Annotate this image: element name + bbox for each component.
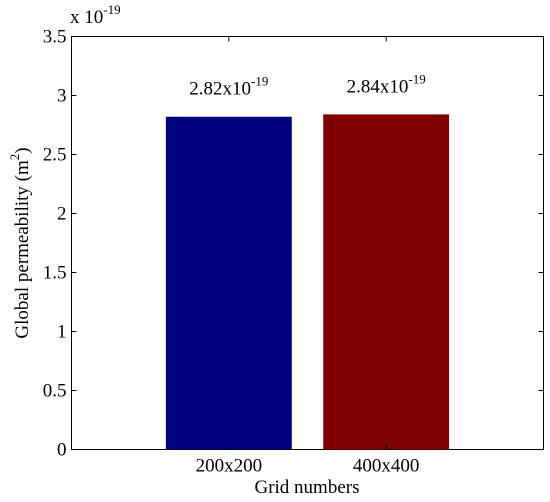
y-scale-factor: x 10-19 — [70, 2, 121, 28]
y-axis-label-close: ) — [12, 147, 33, 153]
data-label-exponent: -19 — [408, 71, 425, 86]
y-scale-exponent: -19 — [103, 2, 120, 17]
y-tick-label: 3.5 — [43, 27, 67, 48]
y-tick-label: 1.5 — [43, 263, 67, 284]
x-axis-label: Grid numbers — [254, 477, 359, 498]
bar-400x400 — [323, 114, 450, 450]
data-labels: 2.82x10-19 2.84x10-19 — [189, 71, 425, 99]
y-tick-label: 0 — [57, 440, 67, 461]
y-tick-label: 1 — [57, 322, 67, 343]
y-tick-label: 3 — [57, 86, 67, 107]
y-tick-label: 2 — [57, 204, 67, 225]
bar-200x200 — [165, 116, 292, 450]
data-label: 2.84x10-19 — [347, 71, 426, 97]
x-axis-ticks: 200x200 400x400 — [196, 36, 420, 477]
x-tick-label: 200x200 — [196, 456, 263, 477]
data-label-mantissa: 2.84x10 — [347, 76, 409, 97]
plot-area — [71, 36, 544, 450]
bars-group — [165, 114, 450, 450]
y-axis-label-exponent: 2 — [7, 154, 22, 161]
data-label-exponent: -19 — [251, 74, 268, 89]
y-tick-label: 2.5 — [43, 145, 67, 166]
data-label: 2.82x10-19 — [189, 74, 268, 100]
y-axis-ticks: 0 0.5 1 1.5 2 2.5 3 3.5 — [43, 27, 544, 461]
y-axis-label: Global permeability (m2) — [7, 147, 33, 338]
y-axis-label-main: Global permeability (m — [12, 160, 33, 339]
y-tick-label: 0.5 — [43, 381, 67, 402]
x-tick-label: 400x400 — [353, 456, 420, 477]
y-scale-base: x 10 — [70, 7, 103, 28]
data-label-mantissa: 2.82x10 — [189, 79, 251, 100]
